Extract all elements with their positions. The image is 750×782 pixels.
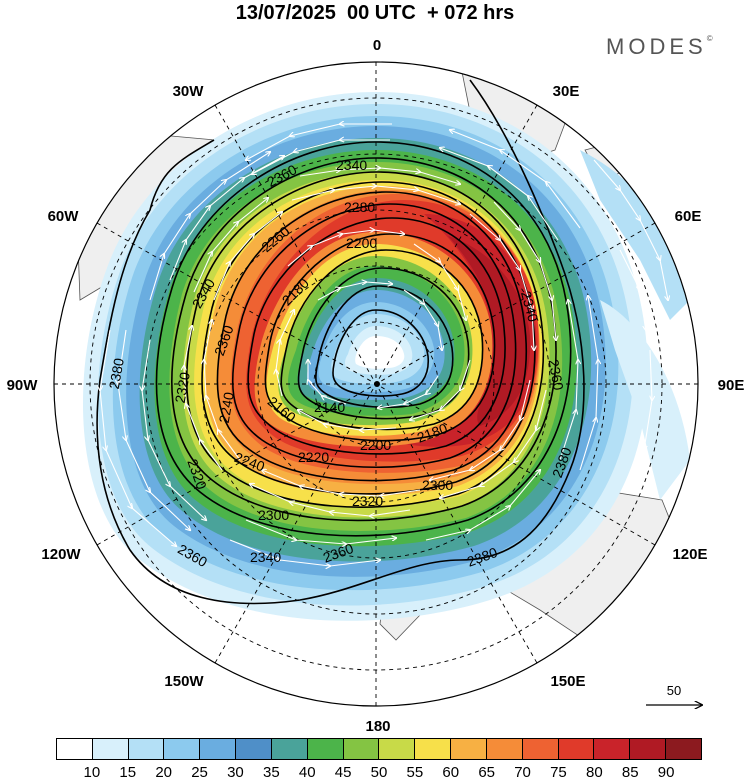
colorbar-tick-label: 15	[119, 764, 137, 781]
colorbar-tick-label: 75	[550, 764, 567, 781]
colorbar-swatch	[594, 739, 631, 759]
contour-label: 2360	[546, 358, 567, 392]
colorbar-swatch	[57, 739, 93, 759]
colorbar-swatch	[451, 739, 487, 759]
contour-label: 2140	[314, 399, 345, 415]
colorbar-swatch	[128, 739, 165, 759]
lon-label-180: 180	[365, 718, 390, 735]
colorbar-tick-label: 35	[262, 764, 280, 781]
reference-vector-label: 50	[666, 683, 682, 698]
contour-label: 2340	[250, 549, 281, 565]
contour-label: 2280	[344, 199, 375, 215]
colorbar-tick-label: 40	[298, 764, 316, 781]
contour-label: 2340	[336, 157, 367, 173]
lon-label-0: 0	[373, 37, 381, 54]
colorbar-tick-label: 65	[478, 764, 495, 781]
reference-vector: 50	[644, 683, 704, 713]
colorbar-tick-label: 60	[442, 764, 460, 781]
colorbar-swatch	[558, 739, 595, 759]
lon-label-120e: 120E	[672, 546, 707, 563]
contour-label: 2240	[216, 391, 237, 425]
contour-label: 2380	[106, 357, 127, 391]
contour-label: 2220	[298, 449, 329, 465]
colorbar-tick-label: 80	[585, 764, 603, 781]
colorbar-tick-label: 55	[406, 764, 424, 781]
copyright-mark: ©	[706, 34, 713, 43]
contour-label: 2300	[422, 477, 453, 493]
lon-label-60e: 60E	[675, 208, 702, 225]
contour-label: 2320	[352, 493, 383, 509]
colorbar-swatch	[630, 739, 667, 759]
colorbar-tick-label: 70	[514, 764, 531, 781]
contour-label: 2320	[172, 371, 193, 405]
contour-2220	[264, 233, 496, 442]
colorbar-tick-label: 10	[83, 764, 101, 781]
lon-label-30e: 30E	[553, 83, 580, 100]
colorbar-tick-label: 25	[191, 764, 208, 781]
map-boundary	[53, 61, 699, 707]
map-title: 13/07/2025 00 UTC + 072 hrs	[235, 2, 515, 24]
contour-label: 2200	[360, 437, 391, 453]
brand-logo: MODES©	[606, 34, 713, 60]
colorbar-swatch	[271, 739, 308, 759]
lon-label-30w: 30W	[173, 83, 205, 100]
reference-vector-arrow	[646, 683, 704, 713]
lon-label-150w: 150W	[164, 673, 204, 690]
longitude-labels: 0 30E 60E 90E 120E 150E 180 150W 120W 90…	[7, 37, 745, 735]
colorbar-swatch	[379, 739, 416, 759]
brand-name: MODES	[606, 34, 707, 59]
colorbar-swatch	[486, 739, 523, 759]
colorbar-tick-label: 50	[370, 764, 388, 781]
colorbar-swatch	[522, 739, 559, 759]
contour-label: 2200	[346, 235, 377, 251]
lon-label-120w: 120W	[41, 546, 81, 563]
colorbar-swatch	[343, 739, 380, 759]
lon-label-90e: 90E	[718, 377, 745, 394]
colorbar-swatch	[236, 739, 272, 759]
colorbar-swatch	[307, 739, 344, 759]
band-10-core	[355, 336, 405, 369]
colorbar-swatch	[200, 739, 237, 759]
colorbar	[56, 738, 702, 760]
colorbar-tick-label: 20	[155, 764, 172, 781]
colorbar-swatch	[164, 739, 201, 759]
wind-streamlines	[100, 124, 668, 566]
colorbar-tick-label: 85	[621, 764, 639, 781]
colorbar-swatch	[92, 739, 129, 759]
colorbar-tick-label: 45	[334, 764, 352, 781]
colorbar-ticks: 10 15 20 25 30 35 40 45 50 55 60 65 70 75 80 85 90	[0, 764, 750, 782]
contour-label: 2300	[258, 507, 289, 523]
colorbar-tick-label: 30	[227, 764, 244, 781]
colorbar-swatch	[666, 739, 701, 759]
contour-label: 2340	[518, 289, 542, 323]
lon-label-90w: 90W	[7, 377, 39, 394]
lon-label-60w: 60W	[48, 208, 80, 225]
south-pole-marker	[374, 381, 380, 387]
map-disc: 2340 2360 2280 2260 2200 2340 2180 2340 …	[54, 62, 698, 706]
colorbar-tick-label: 90	[657, 764, 675, 781]
lon-label-150e: 150E	[550, 673, 585, 690]
colorbar-swatch	[415, 739, 452, 759]
